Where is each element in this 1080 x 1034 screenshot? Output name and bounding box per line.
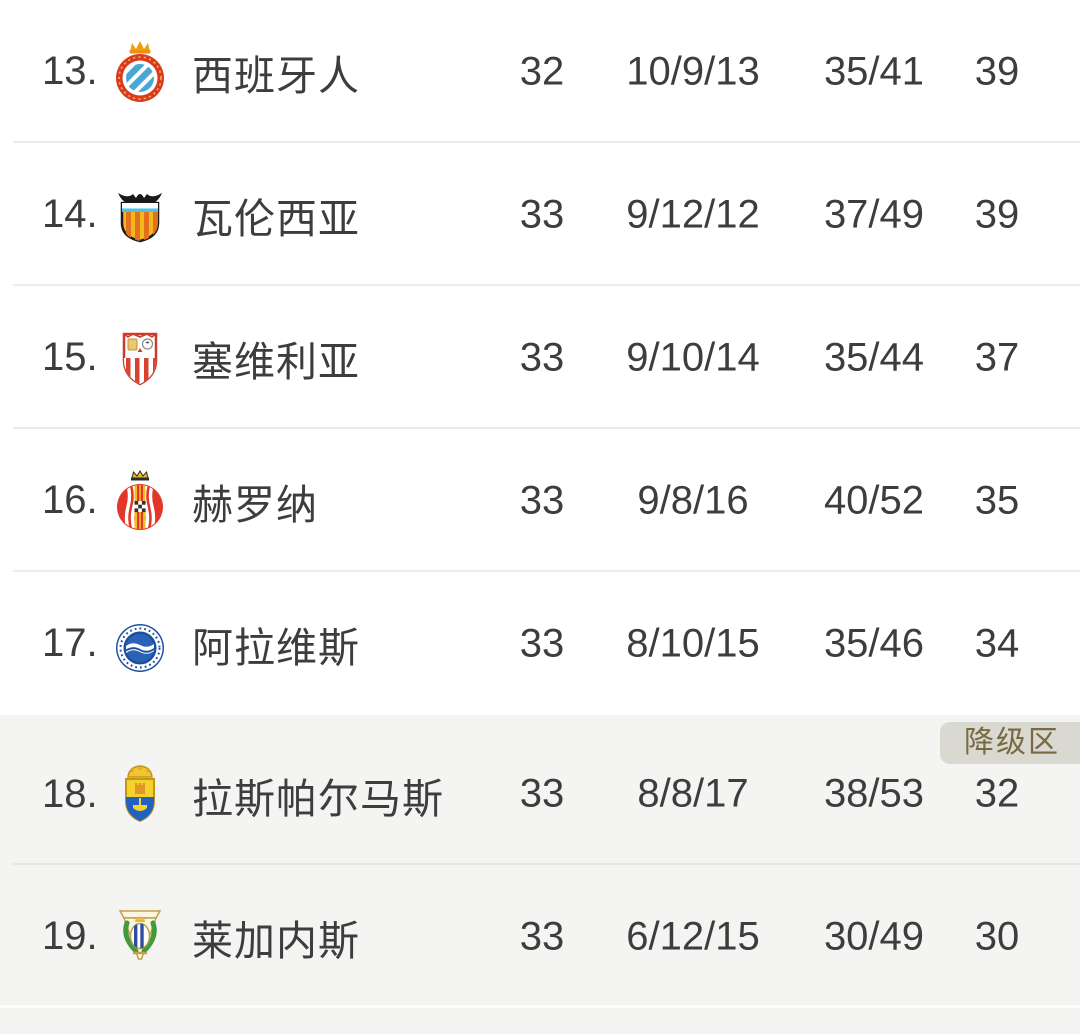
table-row[interactable]: 17. 阿拉维斯 33 8/10/15 35/46 34 (0, 572, 1080, 715)
valencia-crest-icon (106, 181, 174, 249)
win-draw-loss: 6/12/15 (626, 914, 760, 958)
table-row[interactable]: 19. 莱加内斯 33 6/12/15 30/49 30 (0, 865, 1080, 1008)
goals-for-against: 30/49 (823, 914, 925, 958)
goals-for-against: 35/44 (823, 335, 925, 379)
table-row[interactable]: 18. 拉斯帕尔马斯 33 8/8/17 38/53 32 (0, 715, 1080, 865)
relegation-zone-badge: 降级区 (940, 722, 1080, 764)
matches-played: 33 (519, 771, 565, 816)
points: 39 (974, 49, 1020, 93)
goals-for-against: 40/52 (823, 478, 925, 522)
matches-played: 32 (519, 49, 565, 93)
points: 30 (974, 914, 1020, 958)
rank-label: 15. (42, 335, 98, 379)
club-name: 阿拉维斯 (192, 624, 360, 671)
points: 39 (974, 192, 1020, 236)
points: 35 (974, 478, 1020, 522)
points: 34 (974, 621, 1020, 665)
rank-label: 18. (42, 772, 98, 816)
sevilla-crest-icon (106, 324, 174, 392)
table-row[interactable]: 15. 塞维利亚 33 9/10/14 35/44 37 (0, 286, 1080, 429)
goals-for-against: 35/46 (823, 621, 925, 665)
matches-played: 33 (519, 478, 565, 522)
table-row[interactable]: 13. 西班牙人 32 10/9/13 35/41 39 (0, 0, 1080, 143)
leganes-crest-icon (106, 903, 174, 971)
win-draw-loss: 10/9/13 (626, 49, 760, 93)
goals-for-against: 37/49 (823, 192, 925, 236)
matches-played: 33 (519, 914, 565, 958)
win-draw-loss: 8/10/15 (626, 621, 760, 665)
win-draw-loss: 9/10/14 (626, 335, 760, 379)
club-name: 西班牙人 (192, 52, 360, 99)
win-draw-loss: 8/8/17 (637, 771, 749, 816)
girona-crest-icon (106, 467, 174, 535)
club-name: 瓦伦西亚 (192, 195, 360, 242)
club-name: 塞维利亚 (192, 338, 360, 385)
goals-for-against: 35/41 (823, 49, 925, 93)
win-draw-loss: 9/12/12 (626, 192, 760, 236)
matches-played: 33 (519, 192, 565, 236)
matches-played: 33 (519, 621, 565, 665)
points: 37 (974, 335, 1020, 379)
las-palmas-crest-icon (106, 761, 174, 829)
club-name: 莱加内斯 (192, 917, 360, 964)
rank-label: 17. (42, 621, 98, 665)
goals-for-against: 38/53 (823, 771, 925, 816)
safe-section: 13. 西班牙人 32 10/9/13 35/41 39 14. (0, 0, 1080, 715)
rank-label: 14. (42, 192, 98, 236)
rank-label: 13. (42, 49, 98, 93)
matches-played: 33 (519, 335, 565, 379)
alaves-crest-icon (106, 610, 174, 678)
table-row[interactable]: 14. 瓦伦西亚 33 9/12/12 37/49 39 (0, 143, 1080, 286)
rank-label: 16. (42, 478, 98, 522)
relegation-section: 降级区 18. 拉斯帕尔马斯 33 8/8/17 38/53 32 19. (0, 715, 1080, 1034)
points: 32 (974, 771, 1020, 816)
espanyol-crest-icon (106, 38, 174, 106)
table-row[interactable]: 16. 赫罗纳 33 9/8/16 40/52 35 (0, 429, 1080, 572)
club-name: 赫罗纳 (192, 481, 318, 528)
win-draw-loss: 9/8/16 (637, 478, 749, 522)
rank-label: 19. (42, 914, 98, 958)
club-name: 拉斯帕尔马斯 (192, 775, 444, 822)
